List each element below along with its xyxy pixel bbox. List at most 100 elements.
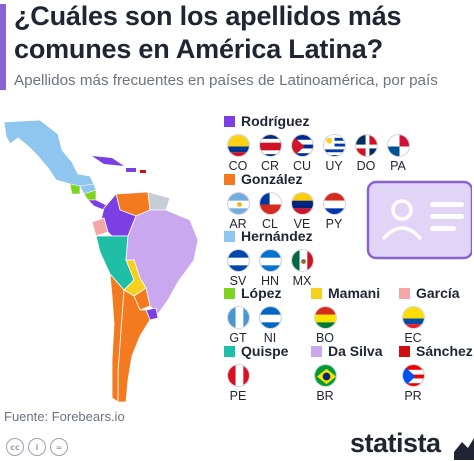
country-item: PR (399, 364, 427, 403)
flag-row: CO CR CU UY DO PA (224, 134, 412, 173)
map-guianas (147, 191, 171, 211)
legend-category: García EC (399, 284, 460, 345)
legend-category-header: Da Silva (311, 342, 382, 360)
legend-surname-label: González (241, 171, 303, 187)
legend-category: Da Silva BR (311, 342, 382, 403)
legend-category-header: García (399, 284, 460, 302)
country-item: SV (224, 249, 252, 288)
flag-icon-ve (290, 192, 314, 215)
flag-icon-co (226, 134, 250, 157)
legend-category: López GT NI (224, 284, 284, 345)
legend-surname-label: López (241, 285, 282, 301)
country-code: PY (325, 217, 343, 231)
flag-icon-hn (258, 249, 282, 272)
cc-icon: cc (6, 438, 24, 456)
legend-surname-label: Quispe (241, 343, 289, 359)
flag-icon-cu (290, 134, 314, 157)
country-code: UY (325, 159, 343, 173)
country-item: BO (311, 306, 339, 345)
country-item: AR (224, 192, 252, 231)
statista-logo-icon (454, 438, 474, 460)
country-code: MX (292, 274, 312, 288)
map-puerto-rico (140, 170, 146, 173)
id-card-icon (366, 180, 472, 260)
legend-surname-label: Mamani (328, 285, 381, 301)
legend-surname-label: Rodríguez (241, 113, 310, 129)
source-note: Fuente: Forebears.io (4, 409, 125, 424)
legend-category-header: Hernández (224, 227, 316, 245)
legend-category: Hernández SV HN MX (224, 227, 316, 288)
legend-surname-label: Da Silva (328, 343, 383, 359)
equal-icon: = (50, 438, 68, 456)
country-item: UY (320, 134, 348, 173)
page-subtitle: Apellidos más frecuentes en países de La… (14, 72, 438, 89)
map-ecuador (91, 217, 109, 237)
flag-row: AR CL VE PY (224, 192, 348, 231)
country-item: CR (256, 134, 284, 173)
flag-icon-ni (258, 306, 282, 329)
country-item: EC (399, 306, 427, 345)
flag-icon-br (313, 364, 337, 387)
legend-category: Rodríguez CO CR CU UY DO PA (224, 112, 412, 173)
country-item: VE (288, 192, 316, 231)
legend-category-header: González (224, 170, 348, 188)
country-code: HN (260, 274, 280, 288)
legend-category-header: Rodríguez (224, 112, 412, 130)
map-hispaniola (126, 168, 136, 172)
page-title: ¿Cuáles son los apellidos más comunes en… (14, 1, 402, 64)
legend-swatch (224, 173, 235, 185)
flag-row: PR (399, 364, 473, 403)
legend-category-header: Mamani (311, 284, 380, 302)
country-code: BR (316, 389, 334, 403)
country-code: VE (293, 217, 311, 231)
country-code: PE (229, 389, 247, 403)
flag-row: SV HN MX (224, 249, 316, 288)
legend-swatch (311, 345, 322, 357)
flag-icon-bo (313, 306, 337, 329)
flag-icon-uy (322, 134, 346, 157)
legend-category-header: López (224, 284, 284, 302)
legend-category-header: Sánchez (399, 342, 473, 360)
country-code: CL (262, 217, 278, 231)
legend-surname-label: Sánchez (416, 343, 473, 359)
country-item: PE (224, 364, 252, 403)
flag-icon-ec (401, 306, 425, 329)
country-code: PA (390, 159, 406, 173)
country-item: PY (320, 192, 348, 231)
country-code: CO (228, 159, 248, 173)
flag-row: EC (399, 306, 460, 345)
country-item: CL (256, 192, 284, 231)
legend-category: Sánchez PR (399, 342, 473, 403)
country-code: GT (229, 331, 247, 345)
legend-category-header: Quispe (224, 342, 288, 360)
license-icons: cc i = (6, 438, 68, 456)
map-chile (109, 272, 125, 403)
flag-icon-cr (258, 134, 282, 157)
country-code: NI (263, 331, 277, 345)
legend-category: Quispe PE (224, 342, 288, 403)
flag-icon-ar (226, 192, 250, 215)
flag-icon-pa (386, 134, 410, 157)
legend-category: Mamani BO (311, 284, 380, 345)
map-guatemala (69, 183, 81, 195)
country-code: PR (404, 389, 422, 403)
country-code: BO (315, 331, 335, 345)
country-item: CU (288, 134, 316, 173)
flag-icon-pe (226, 364, 250, 387)
country-item: NI (256, 306, 284, 345)
latin-america-map (3, 119, 199, 403)
country-code: CU (292, 159, 312, 173)
legend-swatch (224, 230, 235, 242)
flag-icon-cl (258, 192, 282, 215)
country-item: BR (311, 364, 339, 403)
flag-icon-py (322, 192, 346, 215)
legend-swatch (399, 345, 410, 357)
flag-row: PE (224, 364, 288, 403)
statista-logo[interactable]: statista (350, 428, 441, 458)
flag-icon-sv (226, 249, 250, 272)
legend-swatch (224, 287, 235, 299)
legend-surname-label: Hernández (241, 228, 313, 244)
country-item: GT (224, 306, 252, 345)
country-item: HN (256, 249, 284, 288)
legend-category: González AR CL VE PY (224, 170, 348, 231)
